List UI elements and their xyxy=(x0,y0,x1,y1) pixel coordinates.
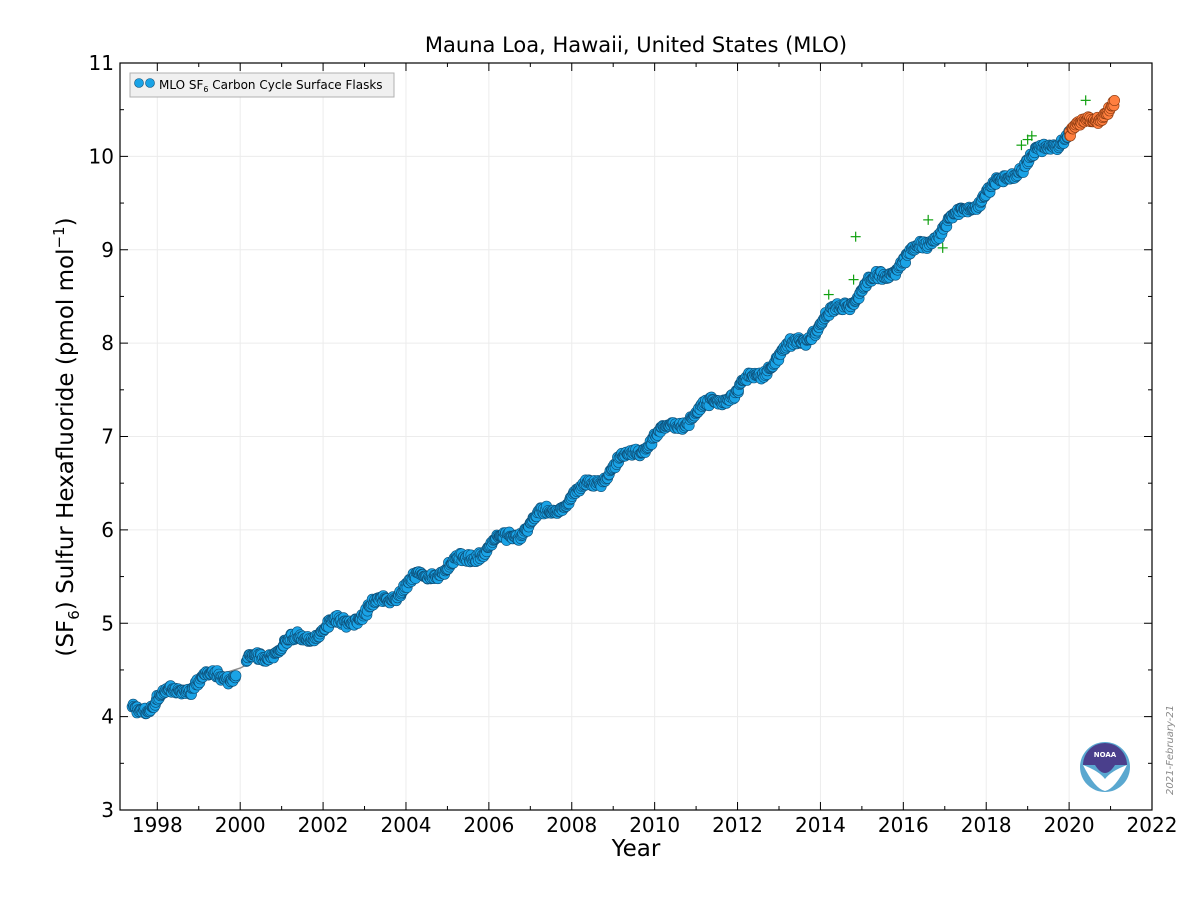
x-tick-label: 2006 xyxy=(463,813,514,837)
noaa-logo-bird xyxy=(1083,765,1127,791)
trend-line-layer xyxy=(132,103,1116,710)
rejected-point xyxy=(848,274,859,285)
y-axis-title-pre: (SF xyxy=(53,620,79,657)
legend-marker-2 xyxy=(145,78,155,88)
x-tick-label: 2012 xyxy=(712,813,763,837)
rejected-point xyxy=(1016,140,1027,151)
flask-point xyxy=(230,670,242,682)
x-tick-label: 2016 xyxy=(878,813,929,837)
rejected-point xyxy=(937,242,948,253)
rejected-point xyxy=(923,214,934,225)
y-tick-label: 10 xyxy=(89,144,114,168)
x-tick-label: 2010 xyxy=(629,813,680,837)
trend-line xyxy=(132,103,1116,710)
x-tick-label: 2022 xyxy=(1127,813,1178,837)
legend: MLO SF6 Carbon Cycle Surface Flasks xyxy=(129,72,395,98)
x-tick-label: 2002 xyxy=(298,813,349,837)
x-tick-label: 1998 xyxy=(132,813,183,837)
y-axis-title-sub: 6 xyxy=(65,610,83,620)
y-tick-label: 4 xyxy=(101,705,114,729)
axis-ticks xyxy=(120,62,1153,811)
y-tick-label: 7 xyxy=(101,425,114,449)
noaa-logo: NOAA xyxy=(1080,742,1130,792)
y-tick-labels: 3 4 5 6 7 8 9 10 11 xyxy=(89,51,114,822)
legend-marker-1 xyxy=(134,78,144,88)
rejected-points-layer xyxy=(823,95,1091,300)
chart-title: Mauna Loa, Hawaii, United States (MLO) xyxy=(425,33,847,57)
x-tick-label: 2004 xyxy=(381,813,432,837)
x-tick-label: 2018 xyxy=(961,813,1012,837)
y-tick-label: 5 xyxy=(101,611,114,635)
date-stamp: 2021-February-21 xyxy=(1165,705,1176,795)
rejected-point xyxy=(850,231,861,242)
x-tick-label: 2020 xyxy=(1044,813,1095,837)
x-axis-title: Year xyxy=(611,836,661,862)
y-tick-label: 11 xyxy=(89,51,114,75)
y-axis-title-mid: ) Sulfur Hexafluoride (pmol mol xyxy=(53,249,79,611)
rejected-point xyxy=(1026,130,1037,141)
rejected-point xyxy=(1080,95,1091,106)
y-tick-label: 6 xyxy=(101,518,114,542)
legend-label-post: Carbon Cycle Surface Flasks xyxy=(208,78,382,92)
legend-label-sub: 6 xyxy=(203,85,208,94)
legend-label: MLO SF6 Carbon Cycle Surface Flasks xyxy=(159,78,383,94)
legend-box xyxy=(129,72,395,98)
data-points-layer xyxy=(126,95,1121,720)
y-tick-label: 3 xyxy=(101,798,114,822)
noaa-logo-wordmark: NOAA xyxy=(1094,751,1117,759)
rejected-point xyxy=(823,289,834,300)
y-tick-label: 9 xyxy=(101,238,114,262)
x-tick-label: 2000 xyxy=(215,813,266,837)
x-tick-labels: 1998 2000 2002 2004 2006 2008 2010 2012 2014 2016… xyxy=(132,813,1178,837)
y-axis-title-sup: −1 xyxy=(50,226,68,248)
x-tick-label: 2014 xyxy=(795,813,846,837)
y-tick-label: 8 xyxy=(101,331,114,355)
legend-label-pre: MLO SF xyxy=(159,78,203,92)
y-axis-title-post: ) xyxy=(53,217,79,226)
y-axis-title: (SF6) Sulfur Hexafluoride (pmol mol−1) xyxy=(50,217,83,656)
noaa-logo-top xyxy=(1083,743,1127,773)
preliminary-point xyxy=(1109,95,1121,107)
x-tick-label: 2008 xyxy=(546,813,597,837)
